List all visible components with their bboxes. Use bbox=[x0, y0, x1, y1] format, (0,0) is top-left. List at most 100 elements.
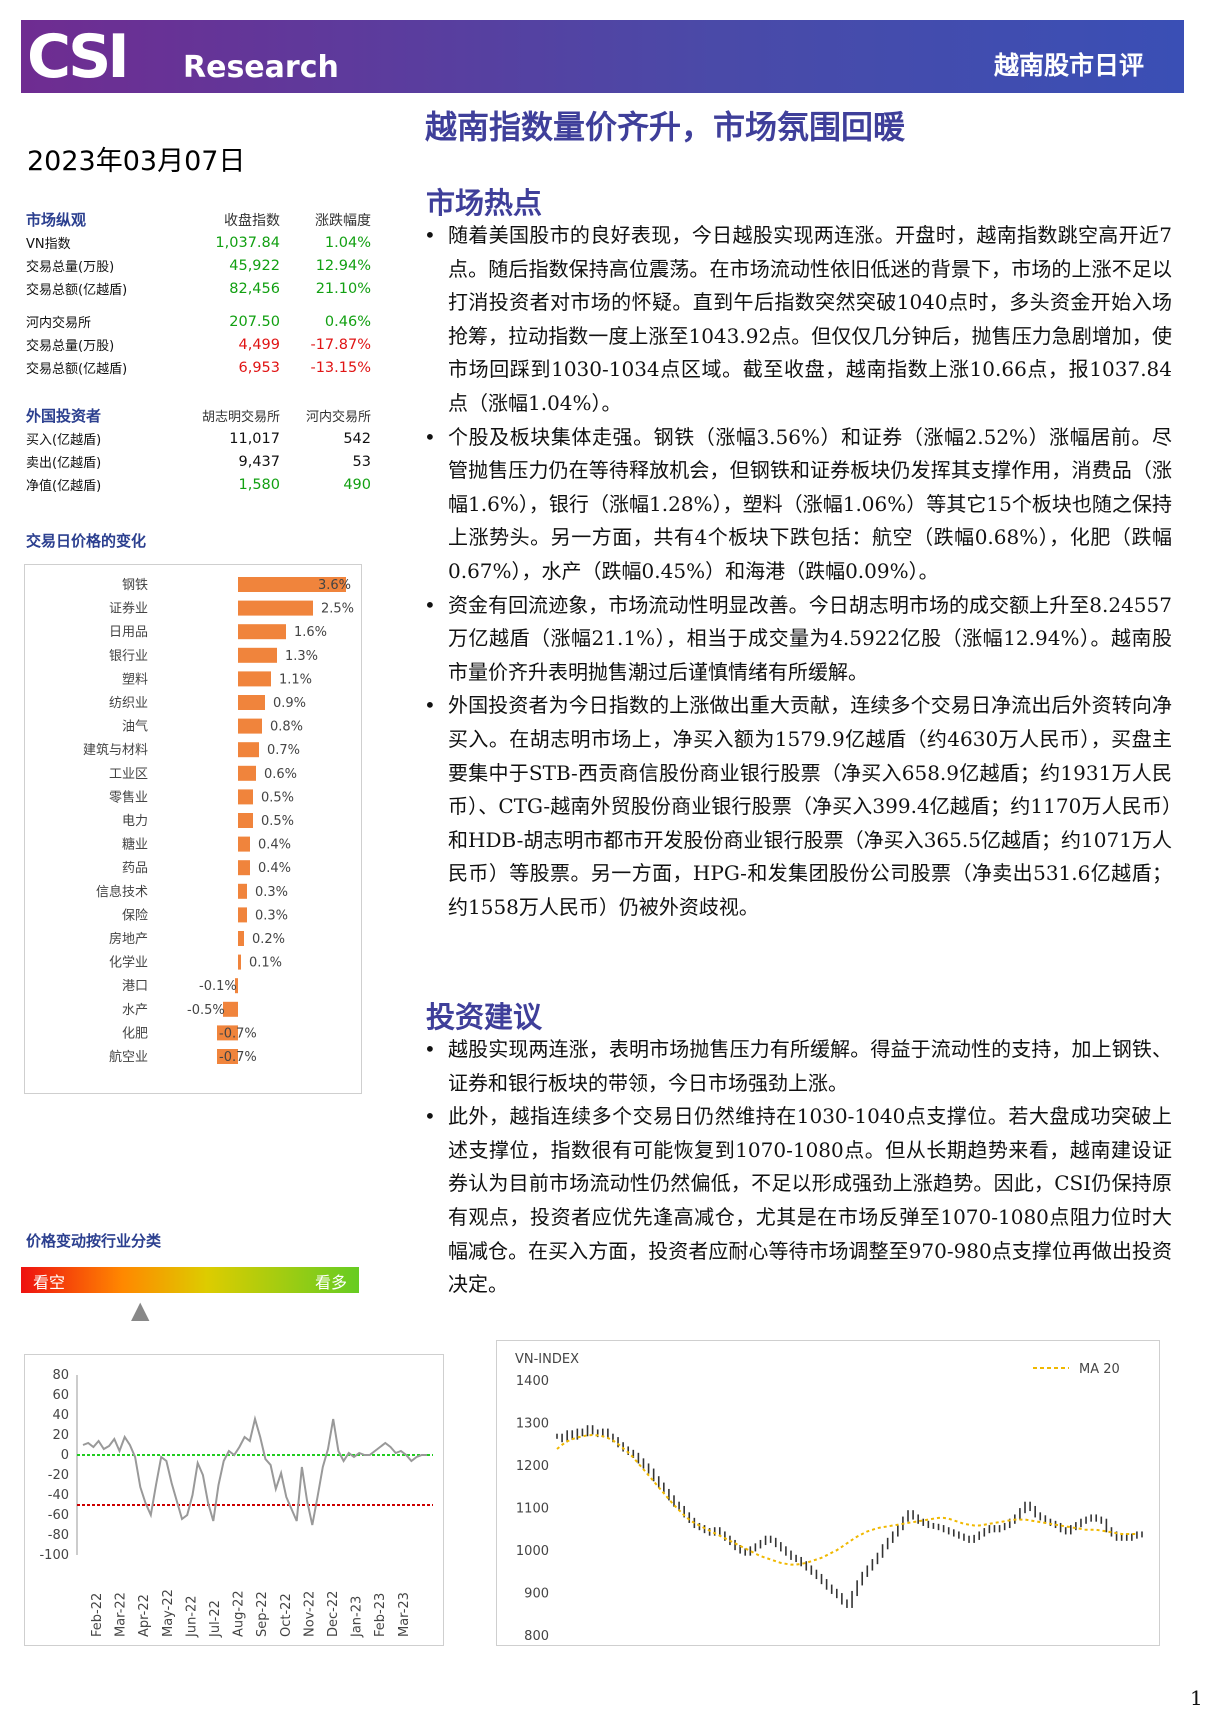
col-close-header: 收盘指数 bbox=[224, 212, 280, 229]
sector-bar bbox=[223, 1001, 238, 1017]
sector-bar bbox=[238, 860, 250, 876]
table-row: 河内交易所 207.50 0.46% bbox=[26, 310, 371, 333]
row-value: 82,456 bbox=[229, 280, 280, 297]
table-row: 交易总额(亿越盾) 6,953 -13.15% bbox=[26, 356, 371, 379]
row-change: -13.15% bbox=[310, 359, 371, 376]
row-value: 9,437 bbox=[238, 453, 280, 470]
sector-value-label: 0.7% bbox=[267, 743, 300, 758]
sector-bar bbox=[238, 647, 277, 663]
y-tick-label: 60 bbox=[52, 1388, 69, 1403]
row-change: 53 bbox=[352, 453, 371, 470]
sector-bar bbox=[238, 624, 286, 640]
x-tick-label: Mar-23 bbox=[397, 1592, 412, 1637]
sector-label: 化学业 bbox=[109, 955, 148, 971]
vnindex-svg: VN-INDEX 1400 1300 1200 1100 1000 900 800 MA 20 bbox=[515, 1352, 1143, 1644]
sector-bar bbox=[238, 577, 346, 592]
sector-bar bbox=[238, 813, 253, 828]
sector-bar bbox=[238, 742, 259, 758]
sector-value-label: 0.3% bbox=[255, 885, 288, 900]
sector-label: 保险 bbox=[122, 908, 148, 923]
row-change: 1.04% bbox=[324, 234, 371, 251]
sentiment-series-line bbox=[82, 1415, 427, 1526]
sector-value-label: -0.7% bbox=[219, 1050, 257, 1065]
y-tick-label: 1300 bbox=[516, 1417, 549, 1432]
csi-logo: CSI bbox=[27, 22, 130, 92]
sentiment-line-chart: 80 60 40 20 0 -20 -40 -60 -80 -100 Feb-22 Mar-22 Apr… bbox=[24, 1354, 444, 1646]
row-label: 交易总量(万股) bbox=[26, 339, 115, 354]
list-item: 随着美国股市的良好表现，今日越股实现两连涨。开盘时，越南指数跳空高开近7点。随后… bbox=[424, 219, 1172, 421]
x-tick-label: Oct-22 bbox=[279, 1593, 294, 1637]
y-tick-label: -100 bbox=[39, 1548, 69, 1563]
sentiment-pointer-icon: ▲ bbox=[131, 1296, 150, 1324]
sector-label: 水产 bbox=[122, 1003, 148, 1018]
sector-value-label: 3.6% bbox=[318, 578, 351, 593]
list-item: 外国投资者为今日指数的上涨做出重大贡献，连续多个交易日净流出后外资转向净买入。在… bbox=[424, 689, 1172, 924]
row-value: 6,953 bbox=[238, 359, 280, 376]
sector-bar bbox=[238, 765, 256, 781]
sector-value-label: 0.5% bbox=[261, 790, 294, 805]
vnindex-chart: VN-INDEX 1400 1300 1200 1100 1000 900 800 MA 20 bbox=[496, 1340, 1160, 1646]
sector-label: 油气 bbox=[122, 719, 148, 735]
sector-bar bbox=[238, 954, 241, 970]
sector-bar bbox=[238, 836, 250, 852]
list-item: 越股实现两连涨，表明市场抛售压力有所缓解。得益于流动性的支持，加上钢铁、证券和银… bbox=[424, 1033, 1172, 1100]
list-item: 此外，越指连续多个交易日仍然维持在1030-1040点支撑位。若大盘成功突破上述… bbox=[424, 1100, 1172, 1302]
sector-label: 工业区 bbox=[109, 767, 148, 782]
hotspots-heading: 市场热点 bbox=[426, 186, 543, 220]
sector-value-label: 1.3% bbox=[285, 649, 318, 664]
sector-label: 塑料 bbox=[122, 672, 148, 687]
sector-label: 钢铁 bbox=[122, 578, 148, 593]
row-label: 净值(亿越盾) bbox=[26, 479, 102, 494]
table-row: 净值(亿越盾) 1,580 490 bbox=[26, 473, 371, 496]
x-tick-label: Feb-23 bbox=[373, 1593, 388, 1637]
sector-label: 信息技术 bbox=[96, 884, 148, 900]
sector-value-label: 0.1% bbox=[249, 956, 282, 971]
x-tick-label: Sep-22 bbox=[255, 1591, 270, 1637]
foreign-investor-table: 外国投资者 胡志明交易所 河内交易所 买入(亿越盾) 11,017 542 卖出(亿越… bbox=[26, 404, 371, 496]
sector-bar bbox=[238, 695, 265, 710]
y-tick-label: -80 bbox=[48, 1528, 69, 1543]
y-tick-label: 1000 bbox=[516, 1544, 549, 1559]
list-item: 个股及板块集体走强。钢铁（涨幅3.56%）和证券（涨幅2.52%）涨幅居前。尽管… bbox=[424, 421, 1172, 589]
ma20-line bbox=[556, 1433, 1137, 1566]
table-row: 卖出(亿越盾) 9,437 53 bbox=[26, 450, 371, 473]
row-label: 交易总额(亿越盾) bbox=[26, 362, 128, 377]
row-change: -17.87% bbox=[310, 336, 371, 353]
page-number: 1 bbox=[1190, 1686, 1203, 1710]
row-label: VN指数 bbox=[26, 237, 71, 252]
market-overview-table: 市场纵观 收盘指数 涨跌幅度 VN指数 1,037.84 1.04% 交易总量(万股)… bbox=[26, 208, 371, 379]
sector-bar bbox=[238, 907, 247, 923]
sector-label: 日用品 bbox=[109, 625, 148, 640]
y-tick-label: 1100 bbox=[516, 1502, 549, 1517]
y-tick-label: 1400 bbox=[516, 1374, 549, 1389]
header-title: 越南股市日评 bbox=[993, 51, 1144, 80]
y-tick-label: 1200 bbox=[516, 1459, 549, 1474]
sector-bar bbox=[217, 1025, 238, 1041]
y-tick-label: 900 bbox=[524, 1587, 549, 1602]
row-change: 542 bbox=[343, 430, 371, 447]
sector-value-label: 1.1% bbox=[279, 672, 312, 687]
sector-label: 零售业 bbox=[109, 789, 148, 805]
table-row: 交易总量(万股) 45,922 12.94% bbox=[26, 254, 371, 277]
y-tick-label: 40 bbox=[52, 1408, 69, 1423]
bear-label: 看空 bbox=[33, 1273, 66, 1292]
row-change: 490 bbox=[343, 476, 371, 493]
sector-label: 航空业 bbox=[109, 1049, 148, 1065]
sector-label: 化肥 bbox=[122, 1026, 148, 1041]
sector-value-label: 0.6% bbox=[264, 767, 297, 782]
advice-heading: 投资建议 bbox=[426, 1000, 543, 1034]
y-tick-label: -60 bbox=[48, 1508, 69, 1523]
sector-label: 建筑与材料 bbox=[83, 742, 148, 758]
row-value: 45,922 bbox=[229, 257, 280, 274]
col-hose-header: 胡志明交易所 bbox=[201, 410, 280, 425]
x-tick-label: Jan-23 bbox=[350, 1596, 365, 1638]
sector-label: 港口 bbox=[122, 979, 148, 994]
advice-list: 越股实现两连涨，表明市场抛售压力有所缓解。得益于流动性的支持，加上钢铁、证券和银… bbox=[424, 1033, 1172, 1302]
sector-value-label: 1.6% bbox=[294, 625, 327, 640]
row-label: 买入(亿越盾) bbox=[26, 433, 102, 448]
sector-bar bbox=[238, 718, 262, 734]
row-change: 0.46% bbox=[324, 313, 371, 330]
row-label: 交易总量(万股) bbox=[26, 260, 115, 275]
sector-chart-title: 交易日价格的变化 bbox=[26, 532, 147, 550]
sector-bar bbox=[238, 600, 313, 616]
